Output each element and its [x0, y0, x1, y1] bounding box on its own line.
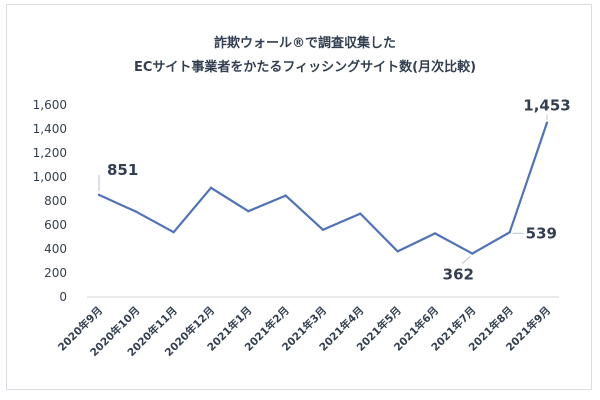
data-point — [97, 193, 101, 197]
chart-title: 詐欺ウォール®で調査収集した — [214, 35, 396, 51]
line-chart: 詐欺ウォール®で調査収集した ECサイト事業者をかたるフィッシングサイト数(月次… — [33, 35, 571, 359]
data-label: 539 — [526, 224, 557, 242]
y-tick-label: 1,400 — [33, 122, 67, 136]
data-point — [135, 210, 138, 213]
chart-subtitle: ECサイト事業者をかたるフィッシングサイト数(月次比較) — [134, 59, 476, 75]
y-tick-label: 0 — [59, 290, 67, 304]
data-point — [471, 252, 474, 255]
data-point — [433, 232, 437, 235]
data-label: 851 — [107, 161, 138, 179]
data-point — [545, 121, 549, 124]
y-tick-label: 400 — [44, 242, 67, 256]
data-point — [396, 250, 399, 253]
data-point — [321, 228, 325, 231]
data-point — [284, 194, 287, 197]
data-point — [209, 186, 213, 189]
data-labels: 851 362 539 1,453 — [107, 97, 571, 284]
data-label: 362 — [443, 266, 474, 284]
data-point — [247, 210, 250, 213]
y-axis-ticks: 0 200 400 600 800 1,000 1,200 1,400 1,600 — [33, 98, 67, 304]
data-point — [172, 231, 175, 234]
y-tick-label: 800 — [44, 194, 67, 208]
y-tick-label: 1,200 — [33, 146, 67, 160]
series-group — [97, 121, 549, 255]
chart-frame: 詐欺ウォール®で調査収集した ECサイト事業者をかたるフィッシングサイト数(月次… — [6, 4, 592, 390]
y-tick-label: 1,000 — [33, 170, 67, 184]
data-label-leader — [462, 256, 471, 264]
y-tick-label: 200 — [44, 266, 67, 280]
x-axis-ticks: 2020年9月2020年10月2020年11月2020年12月2021年1月20… — [55, 304, 553, 359]
y-tick-label: 600 — [44, 218, 67, 232]
y-tick-label: 1,600 — [33, 98, 67, 112]
data-point — [508, 231, 511, 234]
label-leaders — [98, 114, 548, 264]
data-point — [359, 212, 362, 215]
series-line — [98, 122, 549, 255]
data-label: 1,453 — [523, 97, 570, 115]
